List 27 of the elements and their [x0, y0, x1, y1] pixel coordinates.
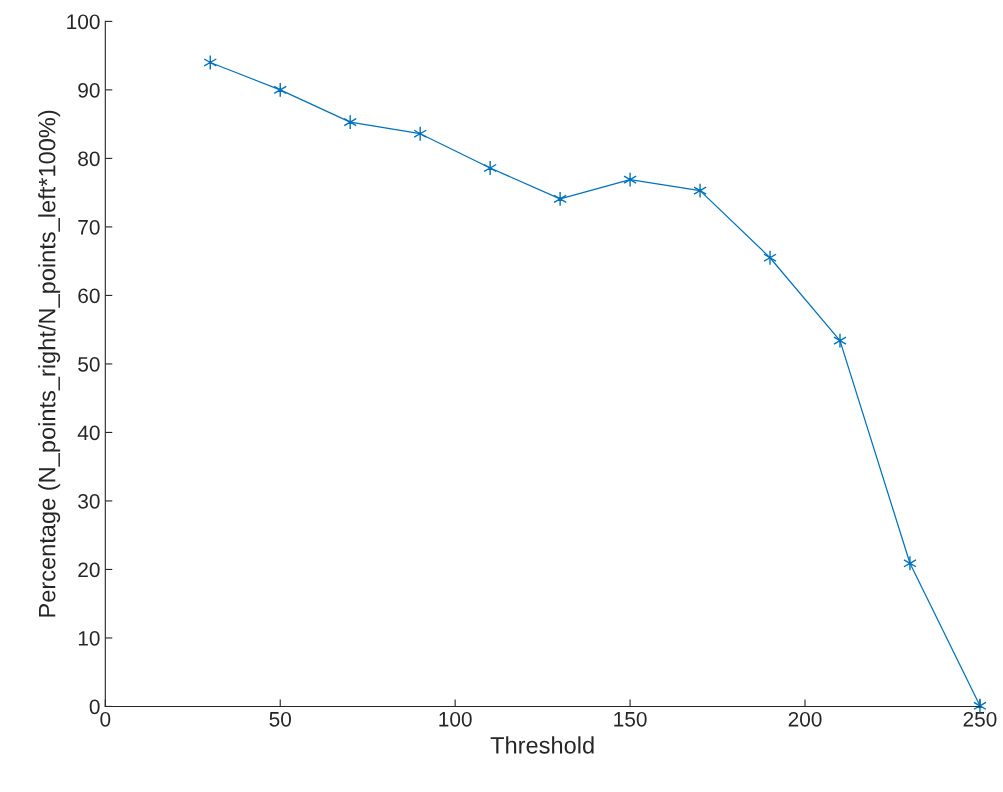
point: [693, 182, 707, 199]
x-axis-title: Threshold: [490, 736, 594, 754]
point: [623, 171, 637, 188]
y-tick-label: 50: [78, 356, 100, 372]
y-tick-label: 70: [78, 219, 100, 235]
y-tick-label: 10: [78, 630, 100, 646]
point: [553, 191, 567, 207]
y-tick-label: 100: [67, 14, 100, 30]
point: [903, 555, 917, 571]
y-tick-label: 60: [78, 288, 100, 304]
x-tick-label: 250: [963, 711, 997, 727]
y-tick-label: 0: [89, 699, 100, 715]
x-tick-label: 200: [788, 711, 822, 727]
x-tick-label: 150: [614, 711, 647, 727]
point: [483, 160, 497, 176]
x-tick-label: 50: [269, 711, 292, 727]
y-tick-label: 30: [78, 493, 100, 509]
point: [413, 126, 427, 142]
y-axis-title: Percentage (N_points_right/N_points_left*100%): [38, 110, 61, 617]
point: [833, 332, 847, 349]
x-tick-label: 100: [439, 711, 472, 727]
y-tick-label: 90: [78, 82, 100, 98]
x-tick-label: 0: [100, 711, 111, 727]
y-tick-label: 80: [78, 151, 100, 167]
y-tick-label: 40: [77, 425, 100, 441]
point: [763, 250, 777, 266]
y-tick-label: 20: [78, 562, 100, 578]
